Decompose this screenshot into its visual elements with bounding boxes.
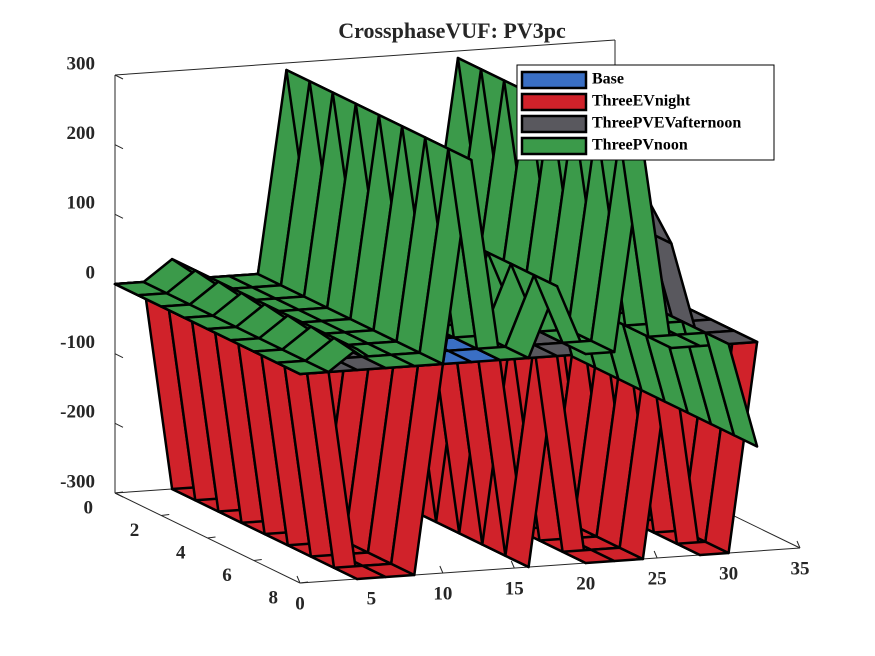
z-tick xyxy=(114,353,124,359)
z-tick-label: -300 xyxy=(60,471,95,492)
x-tick xyxy=(439,565,444,574)
x-tick xyxy=(796,540,801,549)
axis-line xyxy=(114,39,616,76)
x-tick xyxy=(296,575,301,584)
x-tick-label: 5 xyxy=(367,588,377,609)
legend-swatch xyxy=(520,70,588,90)
x-tick-label: 10 xyxy=(433,583,452,604)
z-tick-label: -100 xyxy=(60,332,95,353)
z-tick xyxy=(114,144,124,150)
y-tick xyxy=(207,536,216,539)
z-tick-label: 200 xyxy=(67,123,96,144)
legend-label: ThreePVnoon xyxy=(592,137,688,154)
x-tick xyxy=(653,550,658,559)
z-tick xyxy=(114,213,124,219)
legend-label: Base xyxy=(592,71,624,88)
z-tick-label: 100 xyxy=(67,193,96,214)
chart-title: CrossphaseVUF: PV3pc xyxy=(338,18,566,43)
legend: Base ThreeEVnight ThreePVEVafternoon ThreeP… xyxy=(516,64,775,161)
y-tick-label: 8 xyxy=(269,587,279,608)
y-tick xyxy=(253,559,262,561)
y-tick-label: 0 xyxy=(84,497,94,518)
y-tick xyxy=(114,491,124,494)
surface-patch xyxy=(704,331,759,448)
x-tick-label: 20 xyxy=(576,573,595,594)
y-tick-label: 2 xyxy=(130,520,140,541)
z-tick xyxy=(114,422,124,428)
x-tick-label: 25 xyxy=(648,568,667,589)
x-tick-label: 15 xyxy=(505,578,524,599)
y-tick-label: 6 xyxy=(222,565,232,586)
z-tick xyxy=(114,74,124,80)
x-tick xyxy=(510,560,515,569)
legend-swatch xyxy=(520,92,588,112)
legend-label: ThreePVEVafternoon xyxy=(592,115,741,132)
z-tick-label: -200 xyxy=(60,402,95,423)
legend-swatch xyxy=(520,114,588,134)
z-tick xyxy=(114,492,124,498)
legend-label: ThreeEVnight xyxy=(592,93,691,110)
y-tick xyxy=(161,514,170,516)
z-tick-label: 0 xyxy=(86,262,96,283)
y-tick-label: 4 xyxy=(176,542,186,563)
x-tick-label: 0 xyxy=(295,593,305,614)
legend-swatch xyxy=(520,136,588,156)
z-tick-label: 300 xyxy=(67,53,96,74)
x-tick-label: 35 xyxy=(791,558,810,579)
x-tick-label: 30 xyxy=(719,563,738,584)
y-tick xyxy=(299,581,309,584)
